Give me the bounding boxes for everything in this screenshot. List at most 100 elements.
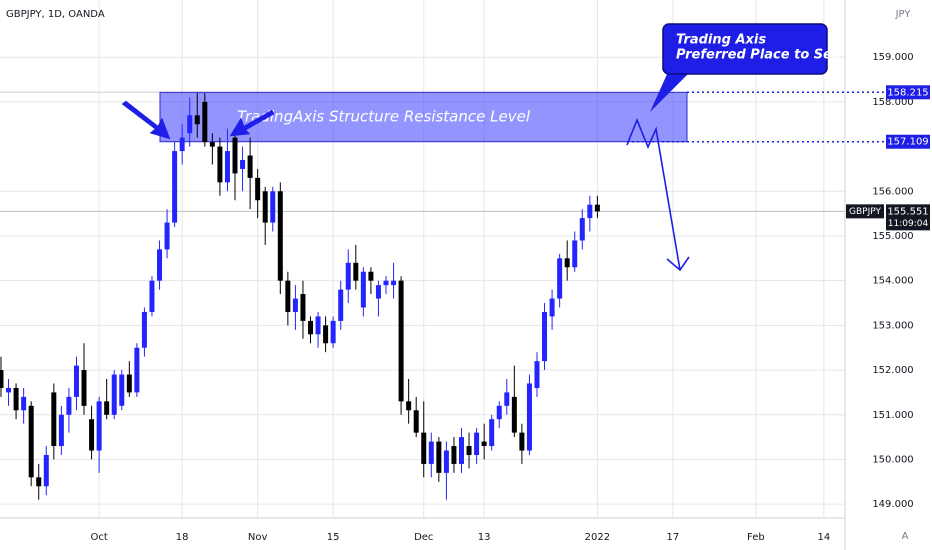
y-tick-label: 158.000 [872,97,913,108]
candle-body [119,374,125,406]
candle-body [526,383,532,451]
y-tick-label: 156.000 [872,186,913,197]
callout-line: Preferred Place to Sell [676,48,841,63]
candle-body [292,298,298,312]
candle-body [89,419,95,451]
candle-body [557,258,563,299]
candle-body [353,262,359,281]
candle-body [549,298,555,317]
candle-body [104,401,110,415]
y-tick-label: 159.000 [872,52,913,63]
candle-body [270,191,276,223]
candle-body [511,396,517,433]
y-tick-label: 154.000 [872,276,913,287]
candle-body [58,414,64,447]
x-tick-label: Nov [248,532,268,543]
candle-body [202,101,208,143]
candle-body [209,142,215,147]
level-label-box [886,85,930,100]
candle-body [391,280,397,286]
price-label: 155.551 [887,206,928,217]
candle-body [383,280,389,286]
candle-body [73,365,79,397]
candle-body [255,177,261,201]
callout-box [662,23,828,75]
candle-body [232,137,238,174]
arrow-left [121,100,171,140]
candle-body [428,441,434,464]
candle-body [330,320,336,344]
candle-body [277,191,283,281]
level-label: 157.109 [887,137,928,148]
level-label-box [886,134,930,149]
x-tick-label: 18 [176,532,189,543]
candle-body [194,115,200,125]
candle-body [315,316,321,335]
candle-body [141,311,147,348]
candle-body [572,240,578,268]
zone-label: TradingAxis Structure Resistance Level [237,108,531,126]
callout-tail [650,72,690,112]
x-tick-label: Feb [747,532,765,543]
candle-body [542,311,548,362]
x-tick-label: Oct [90,532,107,543]
candle-body [6,387,12,393]
candle-body [443,450,449,473]
candle-body [466,446,472,455]
candle-body [474,432,480,455]
candle-body [28,405,34,478]
plot [0,91,888,500]
candle-body [36,477,42,487]
candle-body [224,151,230,183]
countdown-label: 11:09:04 [888,219,929,229]
symbol-label: GBPJPY [849,207,881,217]
candle-body [360,271,366,308]
candle-body [13,387,19,411]
chart-title: GBPJPY, 1D, OANDA [6,9,105,20]
y-tick-label: 150.000 [872,454,913,465]
candle-body [172,151,178,223]
candle-body [111,374,117,415]
candle-body [504,392,510,406]
candle-body [375,285,381,299]
candle-body [398,280,404,402]
candle-body [496,405,502,420]
scale-mode[interactable]: A [902,531,909,542]
candle-body [66,396,72,415]
candle-body [164,222,170,250]
candle-body [421,432,427,464]
candle-body [338,289,344,321]
candle-body [345,262,351,290]
candle-body [564,258,570,268]
currency-label: JPY [895,9,912,20]
y-tick-label: 151.000 [872,410,913,421]
candle-body [21,396,27,411]
callout-line: Trading Axis [676,33,766,48]
candle-body [413,410,419,433]
candle-body [149,280,155,312]
candle-body [285,280,291,312]
candle-body [247,155,253,178]
y-tick-label: 152.000 [872,365,913,376]
candle-body [96,401,102,451]
candle-body [436,441,442,473]
candle-body [368,271,374,281]
candle-body [308,320,314,335]
x-tick-label: 17 [667,532,680,543]
candle-body [262,191,268,223]
candle-body [134,347,140,393]
candle-body [81,370,87,406]
candle-body [451,446,457,464]
candle-body [187,115,193,134]
y-tick-label: 149.000 [872,499,913,510]
x-tick-label: 13 [478,532,491,543]
candle-body [534,361,540,388]
y-tick-label: 155.000 [872,231,913,242]
x-tick-label: Dec [414,532,433,543]
projection-path [626,117,690,272]
x-tick-label: 15 [327,532,340,543]
candle-body [406,401,412,411]
level-label: 158.215 [887,87,928,98]
